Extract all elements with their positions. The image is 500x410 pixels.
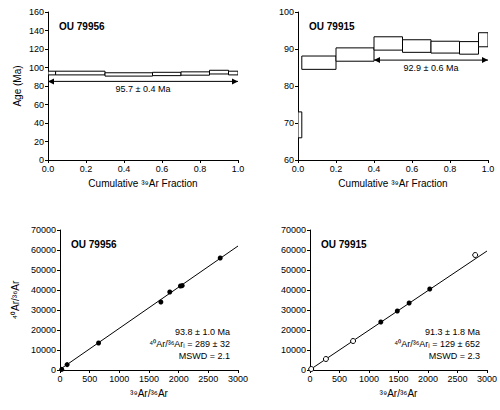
svg-text:500: 500 (82, 374, 97, 384)
svg-text:OU 79915: OU 79915 (321, 239, 367, 250)
svg-text:2500: 2500 (198, 374, 218, 384)
svg-text:2000: 2000 (418, 374, 438, 384)
svg-text:90: 90 (284, 44, 294, 54)
svg-text:OU 79956: OU 79956 (59, 21, 105, 32)
svg-text:50000: 50000 (31, 265, 56, 275)
svg-text:0.2: 0.2 (330, 164, 343, 174)
svg-text:10000: 10000 (281, 345, 306, 355)
svg-text:Age (Ma): Age (Ma) (12, 65, 23, 106)
svg-text:140: 140 (29, 26, 44, 36)
svg-text:70000: 70000 (281, 225, 306, 235)
svg-text:40000: 40000 (31, 285, 56, 295)
svg-text:OU 79956: OU 79956 (71, 239, 117, 250)
svg-text:0.0: 0.0 (292, 164, 305, 174)
svg-text:0.4: 0.4 (118, 164, 131, 174)
svg-text:80: 80 (34, 81, 44, 91)
svg-text:60000: 60000 (281, 245, 306, 255)
svg-text:³⁹Ar/³⁶Ar: ³⁹Ar/³⁶Ar (380, 388, 419, 399)
svg-text:0.6: 0.6 (156, 164, 169, 174)
svg-text:60000: 60000 (31, 245, 56, 255)
svg-text:20000: 20000 (31, 325, 56, 335)
svg-text:40000: 40000 (281, 285, 306, 295)
svg-text:160: 160 (29, 7, 44, 17)
svg-text:MSWD = 2.3: MSWD = 2.3 (429, 351, 480, 361)
svg-text:70000: 70000 (31, 225, 56, 235)
svg-text:20000: 20000 (281, 325, 306, 335)
svg-text:1.0: 1.0 (232, 164, 245, 174)
svg-text:1000: 1000 (109, 374, 129, 384)
svg-text:70: 70 (284, 118, 294, 128)
svg-text:50000: 50000 (281, 265, 306, 275)
svg-text:3000: 3000 (477, 374, 497, 384)
svg-text:0: 0 (57, 374, 62, 384)
svg-text:0.6: 0.6 (406, 164, 419, 174)
svg-text:1000: 1000 (359, 374, 379, 384)
svg-text:93.8 ± 1.0 Ma: 93.8 ± 1.0 Ma (175, 327, 230, 337)
svg-text:40: 40 (34, 118, 44, 128)
svg-text:0.8: 0.8 (194, 164, 207, 174)
svg-text:Cumulative ³⁹Ar Fraction: Cumulative ³⁹Ar Fraction (88, 178, 197, 189)
svg-text:80: 80 (284, 81, 294, 91)
svg-text:0.2: 0.2 (80, 164, 93, 174)
svg-text:60: 60 (284, 155, 294, 165)
svg-text:0.8: 0.8 (444, 164, 457, 174)
svg-text:10000: 10000 (31, 345, 56, 355)
svg-text:0: 0 (51, 365, 56, 375)
svg-text:0.0: 0.0 (42, 164, 55, 174)
svg-text:1500: 1500 (139, 374, 159, 384)
svg-text:OU 79915: OU 79915 (309, 21, 355, 32)
svg-text:30000: 30000 (281, 305, 306, 315)
svg-text:91.3 ± 1.8 Ma: 91.3 ± 1.8 Ma (425, 327, 480, 337)
svg-text:60: 60 (34, 100, 44, 110)
svg-text:120: 120 (29, 44, 44, 54)
svg-text:MSWD = 2.1: MSWD = 2.1 (179, 351, 230, 361)
svg-text:0: 0 (39, 155, 44, 165)
svg-text:0: 0 (301, 365, 306, 375)
svg-text:92.9 ± 0.6 Ma: 92.9 ± 0.6 Ma (404, 63, 459, 73)
svg-text:500: 500 (332, 374, 347, 384)
svg-text:Cumulative ³⁹Ar Fraction: Cumulative ³⁹Ar Fraction (338, 178, 447, 189)
svg-text:2000: 2000 (169, 374, 189, 384)
svg-text:⁴⁰Ar/³⁶Arᵢ = 289 ± 32: ⁴⁰Ar/³⁶Arᵢ = 289 ± 32 (149, 339, 230, 349)
svg-text:2500: 2500 (447, 374, 467, 384)
svg-text:20: 20 (34, 137, 44, 147)
svg-text:³⁹Ar/³⁶Ar: ³⁹Ar/³⁶Ar (130, 388, 169, 399)
svg-text:⁴⁰Ar/³⁶Arᵢ = 129 ± 652: ⁴⁰Ar/³⁶Arᵢ = 129 ± 652 (394, 339, 480, 349)
svg-text:100: 100 (29, 63, 44, 73)
svg-text:100: 100 (279, 7, 294, 17)
svg-text:3000: 3000 (228, 374, 248, 384)
svg-text:95.7 ± 0.4 Ma: 95.7 ± 0.4 Ma (116, 84, 171, 94)
svg-text:0.4: 0.4 (368, 164, 381, 174)
svg-text:1500: 1500 (388, 374, 408, 384)
svg-text:⁴⁰Ar/³⁶Ar: ⁴⁰Ar/³⁶Ar (10, 280, 21, 319)
svg-text:1.0: 1.0 (482, 164, 495, 174)
svg-text:0: 0 (307, 374, 312, 384)
svg-text:30000: 30000 (31, 305, 56, 315)
